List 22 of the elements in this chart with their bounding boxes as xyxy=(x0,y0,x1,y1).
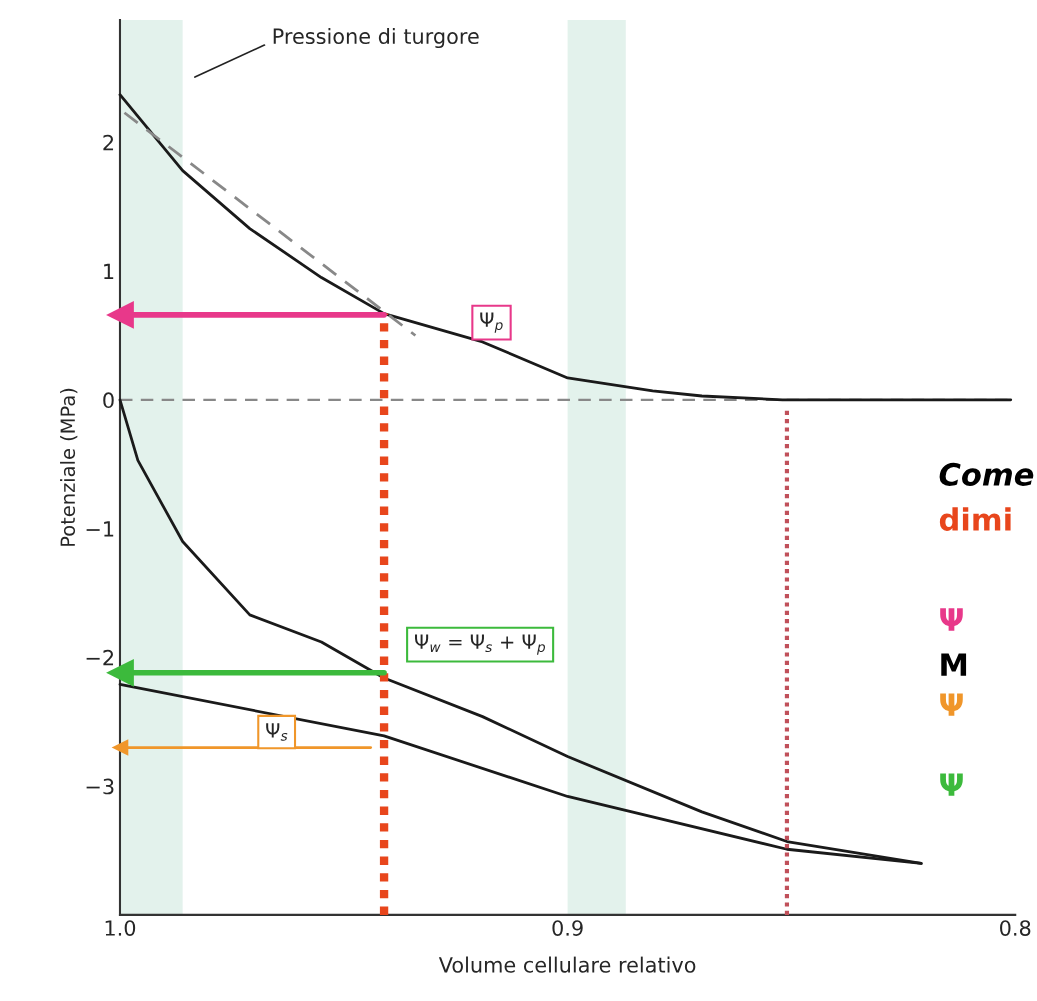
y-tick-label: 1 xyxy=(104,263,114,280)
annotation: Ψ xyxy=(940,608,963,631)
annotation: Ψ$_{w}$ = Ψ$_{s}$ + Ψ$_{p}$ xyxy=(415,634,546,655)
annotation: Ψ$_{s}$ xyxy=(266,723,288,741)
x-tick-label: 0.9 xyxy=(552,920,583,936)
annotation: dimi xyxy=(939,507,1011,531)
y-tick-label: −1 xyxy=(86,521,114,537)
annotation: Ψ$_{p}$ xyxy=(480,312,503,333)
line-series xyxy=(118,93,1013,402)
y-tick-label: −3 xyxy=(86,778,114,795)
y-axis-title: Potenziale (MPa) xyxy=(60,388,78,546)
annotation: Pressione di turgore xyxy=(273,27,479,49)
x-tick-label: 0.8 xyxy=(1000,920,1031,936)
y-tick-label: 0 xyxy=(103,392,114,409)
y-tick-label: −2 xyxy=(86,649,114,666)
x-axis-title: Volume cellulare relativo xyxy=(438,956,696,973)
annotation: Ψ xyxy=(940,773,963,796)
y-tick-label: 2 xyxy=(103,134,114,151)
x-tick-label: 1.0 xyxy=(105,920,136,936)
annotation: M xyxy=(941,653,967,676)
annotation: Come xyxy=(939,462,1034,486)
annotation: Ψ xyxy=(940,693,963,716)
